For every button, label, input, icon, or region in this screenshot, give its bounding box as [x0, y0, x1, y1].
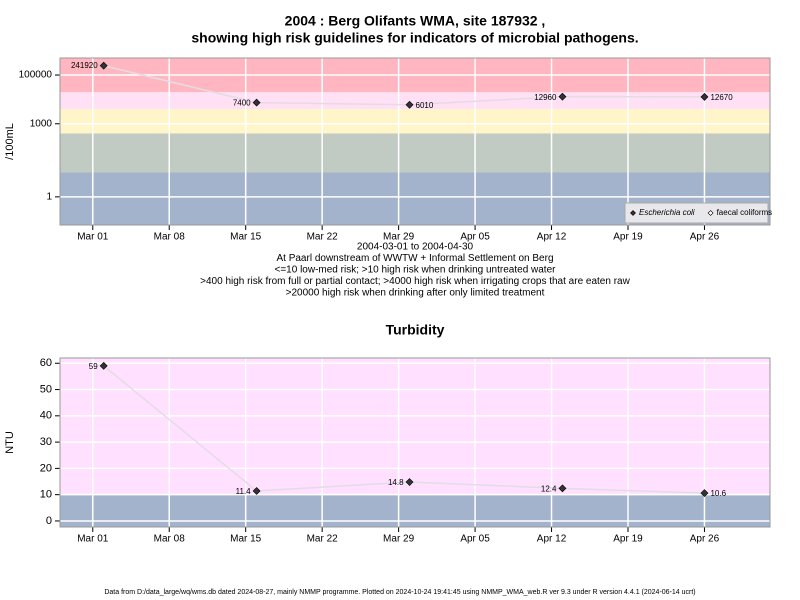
data-label: 12670	[710, 93, 733, 102]
risk-band	[60, 494, 770, 527]
y-tick-label: 0	[46, 515, 52, 527]
data-label: 6010	[416, 101, 434, 110]
footer: Data from D:/data_large/wq/wms.db dated …	[104, 589, 695, 596]
annotation: >400 high risk from full or partial cont…	[200, 276, 630, 287]
y-axis-label: NTU	[4, 431, 16, 454]
legend-marker	[707, 210, 714, 216]
data-label: 14.8	[388, 478, 404, 487]
x-tick-label: Apr 26	[690, 232, 720, 243]
data-label: 7400	[233, 99, 251, 108]
data-point	[405, 100, 414, 109]
x-tick-label: Mar 15	[230, 232, 262, 243]
x-tick-label: Mar 29	[383, 534, 415, 545]
x-tick-label: Mar 29	[383, 232, 415, 243]
y-tick-label: 60	[40, 357, 52, 369]
x-tick-label: Apr 05	[460, 534, 490, 545]
x-tick-label: Mar 01	[77, 232, 109, 243]
x-tick-label: Mar 22	[307, 232, 339, 243]
data-point	[99, 61, 108, 70]
risk-band	[60, 133, 770, 173]
annotation: At Paarl downstream of WWTW + Informal S…	[276, 253, 553, 264]
x-tick-label: Mar 01	[77, 534, 109, 545]
y-tick-label: 1	[46, 192, 52, 203]
chart-subtitle: showing high risk guidelines for indicat…	[191, 30, 638, 46]
plot-frame	[59, 357, 771, 528]
data-point	[252, 98, 261, 107]
legend-box	[624, 202, 769, 224]
data-point	[558, 484, 567, 493]
x-tick-label: Mar 15	[230, 534, 262, 545]
annotation: <=10 low-med risk; >10 high risk when dr…	[275, 265, 557, 276]
data-point	[252, 487, 261, 495]
y-axis-label: /100mL	[4, 123, 16, 160]
y-tick-label: 30	[40, 436, 52, 448]
legend-label: Escherichia coli	[639, 208, 695, 217]
x-tick-label: Apr 12	[537, 232, 567, 243]
x-tick-label: Apr 12	[537, 534, 567, 545]
x-tick-label: Mar 08	[154, 534, 186, 545]
data-point	[700, 92, 709, 101]
y-tick-label: 100000	[19, 70, 53, 81]
risk-band	[60, 358, 770, 495]
y-tick-label: 10	[40, 489, 52, 501]
x-tick-label: Mar 08	[154, 232, 186, 243]
data-point	[405, 478, 414, 486]
data-label: 12960	[534, 93, 557, 102]
data-label: 59	[89, 362, 98, 371]
x-tick-label: Apr 05	[460, 232, 490, 243]
legend-label: faecal coliforms	[717, 208, 773, 217]
risk-band	[60, 109, 770, 134]
x-tick-label: Mar 22	[307, 534, 339, 545]
x-tick-label: Apr 19	[613, 232, 643, 243]
data-point	[99, 361, 108, 370]
y-tick-label: 50	[40, 383, 52, 395]
data-point	[700, 489, 709, 498]
annotation: 2004-03-01 to 2004-04-30	[357, 242, 474, 253]
y-tick-label: 40	[40, 410, 52, 422]
x-tick-label: Apr 19	[613, 534, 643, 545]
y-tick-label: 20	[40, 462, 52, 474]
data-label: 241920	[71, 61, 98, 70]
plot-frame	[59, 57, 771, 226]
data-point	[558, 92, 567, 101]
legend-marker	[630, 210, 636, 216]
data-label: 12.4	[541, 484, 557, 493]
chart-title: 2004 : Berg Olifants WMA, site 187932 ,	[285, 13, 546, 29]
chart-title: Turbidity	[386, 322, 445, 338]
data-label: 11.4	[236, 487, 252, 496]
data-label: 10.6	[710, 489, 726, 498]
annotation: >20000 high risk when drinking after onl…	[286, 288, 545, 299]
y-tick-label: 1000	[30, 118, 53, 129]
x-tick-label: Apr 26	[690, 534, 720, 545]
